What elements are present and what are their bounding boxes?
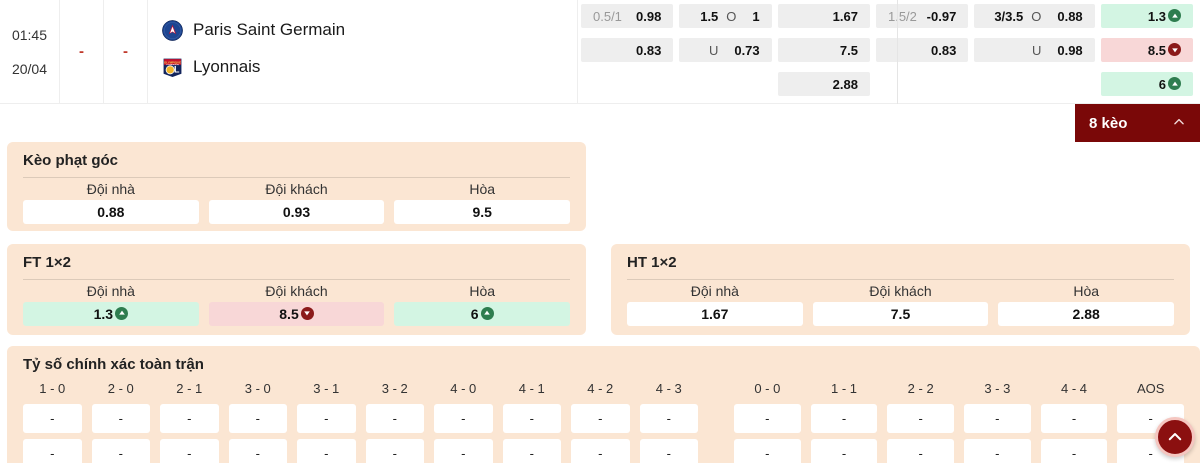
svg-text:L: L [174,64,180,74]
